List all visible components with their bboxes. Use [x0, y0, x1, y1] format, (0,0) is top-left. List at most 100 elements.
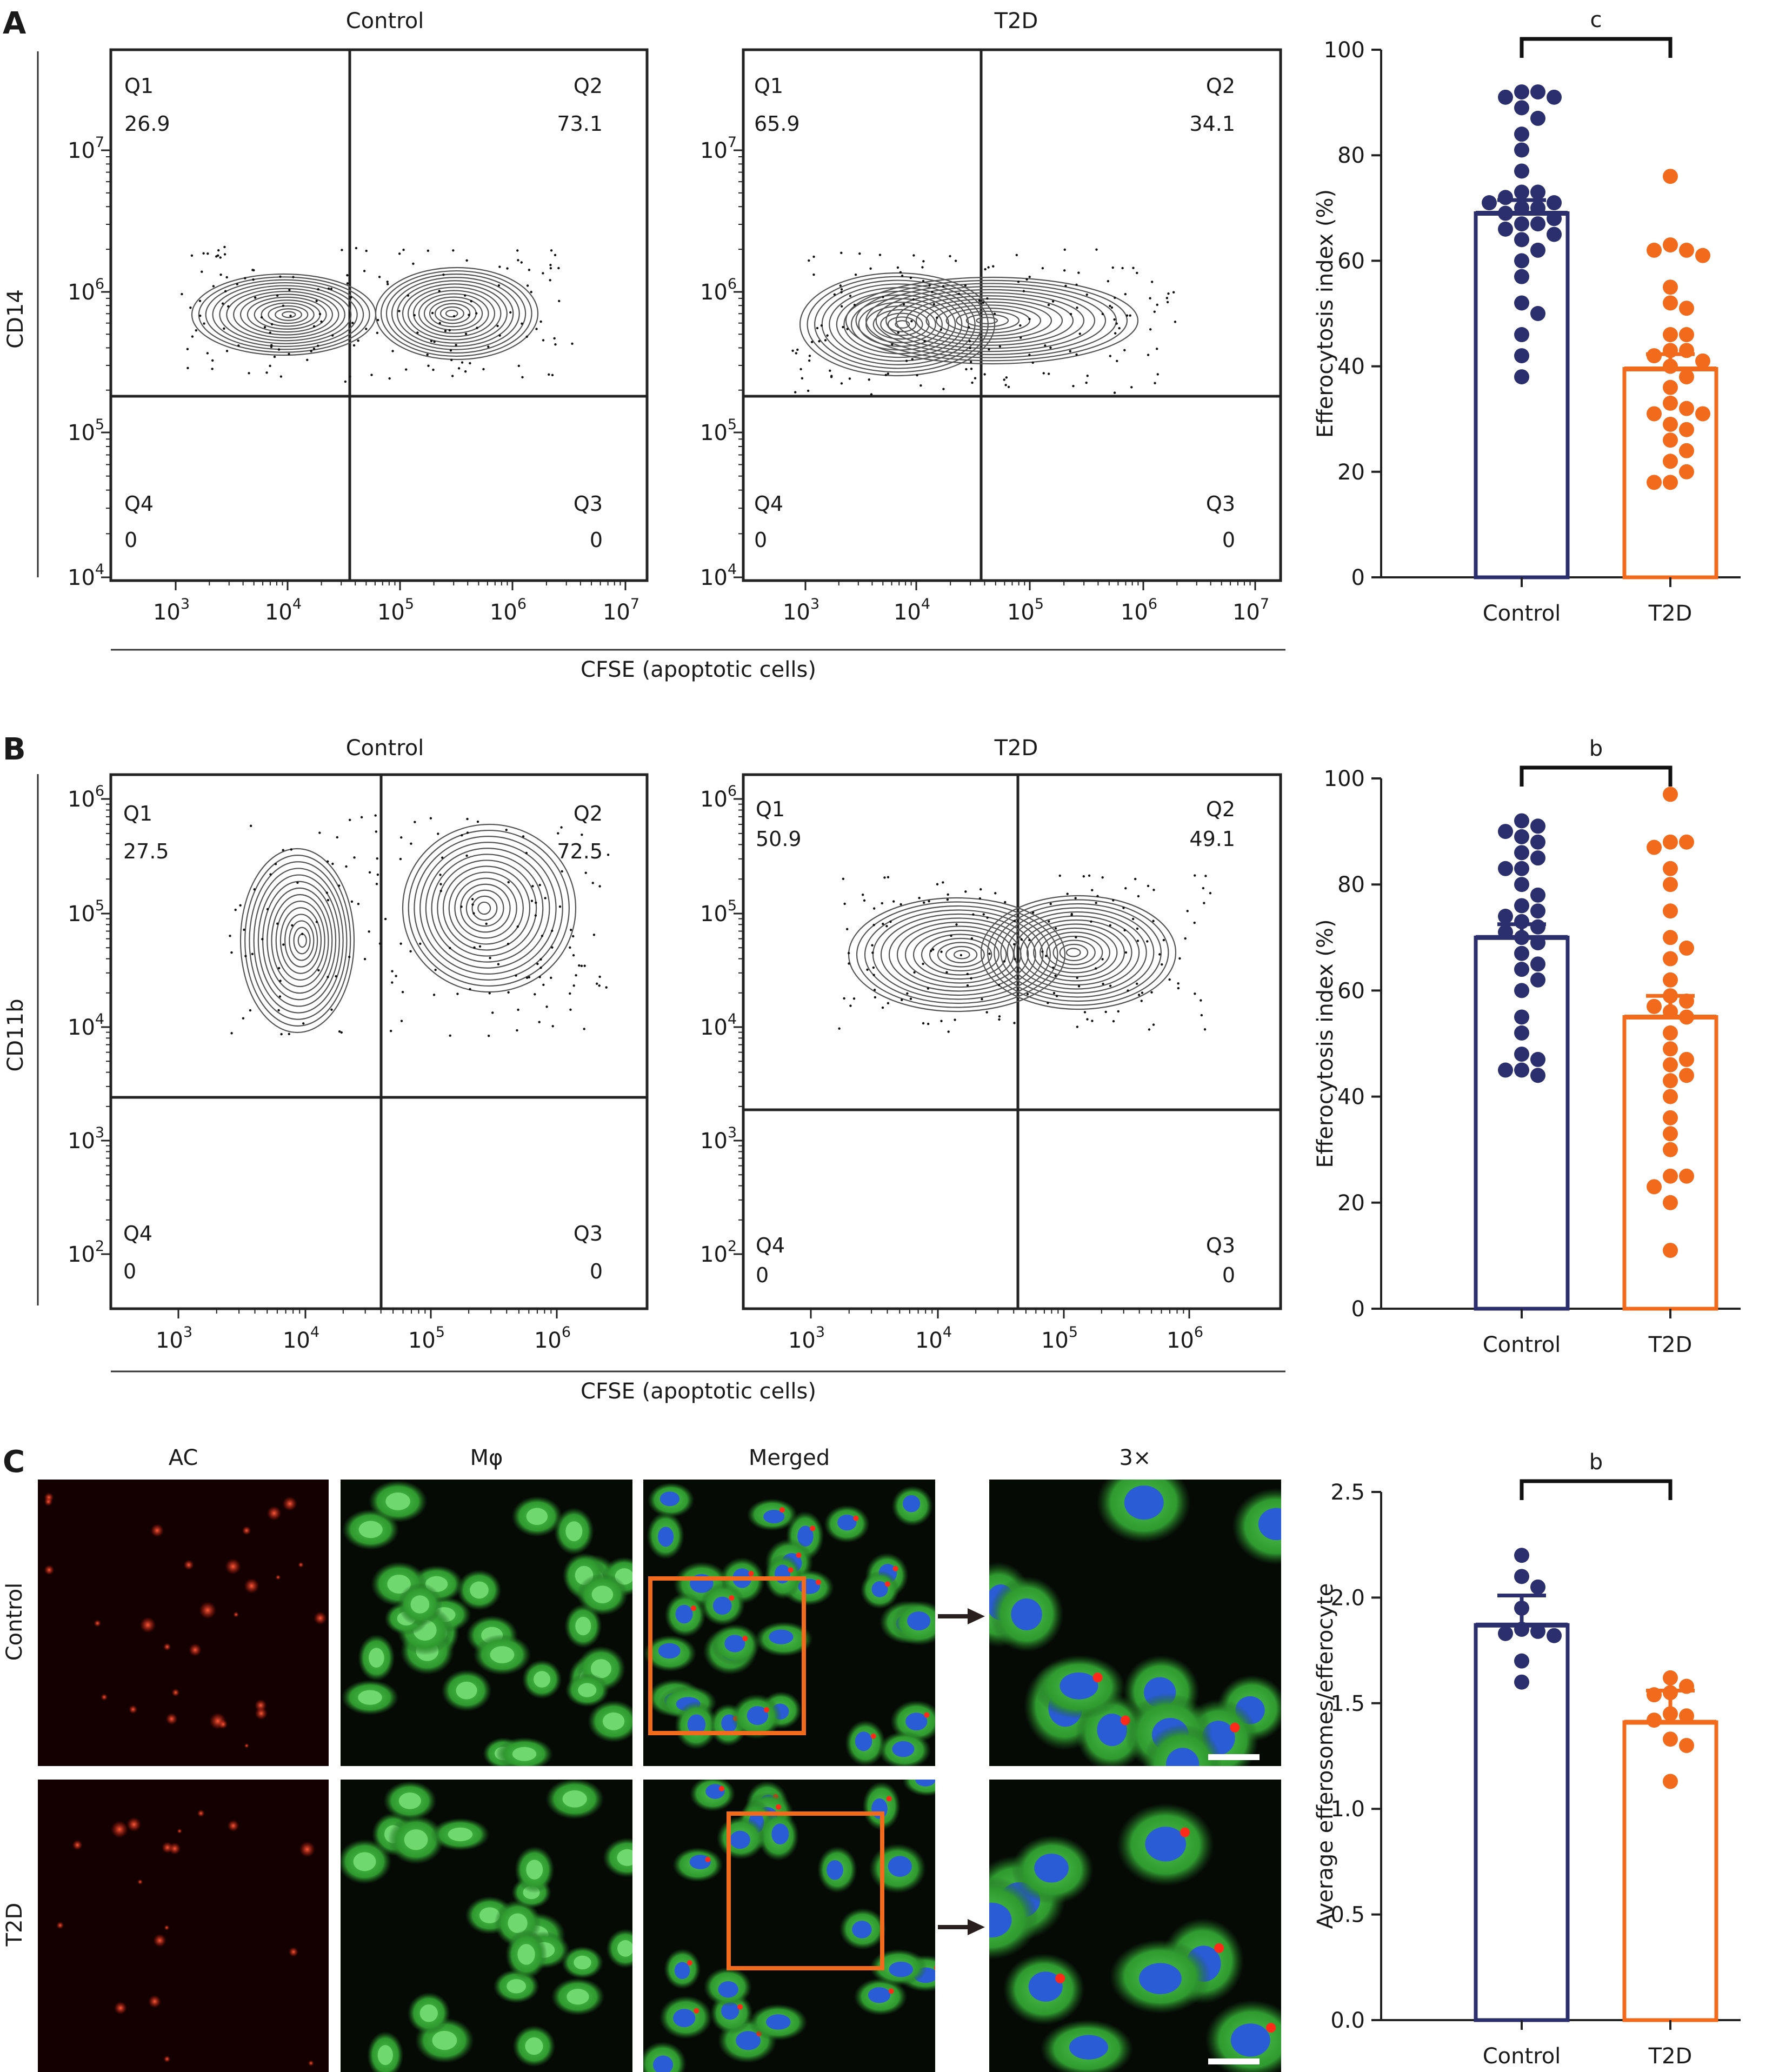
y-tick-label: 107 [700, 134, 737, 163]
contour-ring [279, 907, 322, 974]
event-dot [252, 278, 255, 281]
event-dot [1177, 987, 1180, 990]
y-tick-label: 0.0 [1330, 2008, 1365, 2033]
event-dot [1054, 927, 1057, 930]
event-dot [940, 950, 943, 953]
data-point [1530, 1579, 1545, 1595]
efferosome [886, 1796, 892, 1802]
event-dot [317, 288, 319, 291]
quadrant-q3-value: 0 [590, 528, 603, 552]
y-tick-label: 104 [700, 1011, 737, 1040]
apoptotic-cell-spot [165, 1713, 178, 1725]
event-dot [276, 922, 279, 925]
event-dot [572, 984, 575, 987]
event-dot [900, 998, 903, 1002]
event-dot [456, 992, 459, 995]
data-point [1514, 1653, 1529, 1669]
event-dot [889, 920, 892, 923]
event-dot [310, 350, 312, 352]
event-dot [553, 337, 556, 340]
event-dot [1152, 889, 1155, 891]
cell-center [490, 1646, 515, 1663]
cell-center [526, 1860, 543, 1880]
event-dot [584, 871, 587, 874]
quadrant-q4-value: 0 [754, 528, 767, 552]
column-header-ac: AC [169, 1445, 198, 1470]
quadrant-q3-value: 0 [1222, 528, 1235, 552]
data-point [1679, 343, 1694, 358]
event-dot [918, 897, 921, 900]
contour-ring [431, 854, 544, 963]
event-dot [296, 881, 299, 884]
quadrant-q4-name: Q4 [754, 492, 783, 516]
y-tick-exponent: 6 [728, 783, 737, 800]
nucleus [889, 1961, 914, 1977]
panel-b-flow-plots: CD11b CFSE (apoptotic cells) Control Q1 … [3, 736, 1285, 1404]
contour-plot [229, 814, 610, 1037]
event-dot [468, 314, 470, 316]
flow-title: Control [346, 9, 424, 34]
event-dot [1077, 985, 1081, 988]
event-dot [1055, 995, 1058, 997]
data-point [1514, 126, 1529, 142]
event-dot [541, 935, 544, 937]
event-dot [830, 376, 833, 378]
flow-title: T2D [994, 736, 1038, 761]
nucleus [1124, 1485, 1164, 1520]
event-dot [1161, 963, 1163, 966]
event-dot [1069, 350, 1071, 352]
nucleus [718, 1981, 738, 1998]
event-dot [363, 957, 367, 961]
event-dot [277, 348, 281, 351]
event-dot [1118, 327, 1121, 330]
event-dot [288, 352, 290, 356]
event-dot [451, 375, 454, 377]
bar-t2d [1622, 1720, 1718, 2022]
event-dot [571, 342, 574, 345]
event-dot [236, 283, 238, 285]
event-dot [1136, 927, 1139, 930]
contour-ring [912, 929, 1007, 980]
contour-ring [1000, 907, 1155, 998]
event-dot [1076, 1025, 1079, 1028]
y-tick-exponent: 4 [95, 1011, 104, 1028]
event-dot [853, 303, 856, 307]
nucleus [730, 1830, 750, 1849]
event-dot [970, 361, 972, 363]
data-point [1530, 306, 1545, 321]
event-dot [912, 298, 915, 301]
x-tick-label: 104 [894, 596, 930, 625]
event-dot [980, 888, 982, 891]
event-dot [181, 292, 183, 296]
data-point [1647, 1179, 1662, 1195]
event-dot [460, 905, 463, 908]
event-dot [551, 946, 554, 949]
event-dot [475, 312, 478, 315]
data-point [1514, 1569, 1529, 1584]
data-point [1547, 195, 1562, 211]
efferosome [1055, 1973, 1065, 1983]
event-dot [878, 254, 882, 256]
contour-ring [423, 296, 483, 331]
event-dot [942, 285, 945, 288]
contour-ring [937, 942, 985, 968]
data-point [1663, 169, 1678, 184]
panel-label-a: A [3, 6, 26, 41]
x-tick-exponent: 4 [943, 1324, 952, 1341]
event-dot [368, 871, 371, 874]
quadrant-q2-value: 72.5 [557, 840, 603, 863]
contour-ring [396, 280, 514, 347]
data-point [1679, 1051, 1694, 1067]
event-dot [375, 830, 378, 833]
event-dot [497, 284, 501, 287]
contour-ring [253, 868, 344, 1014]
event-dot [799, 368, 802, 371]
y-tick-exponent: 4 [728, 1011, 737, 1028]
contour-ring [402, 823, 577, 993]
cell-center [526, 1508, 548, 1525]
event-dot [1005, 376, 1008, 379]
efferosome [705, 1856, 711, 1862]
event-dot [1154, 382, 1156, 384]
event-dot [352, 344, 356, 347]
event-dot [279, 275, 282, 278]
